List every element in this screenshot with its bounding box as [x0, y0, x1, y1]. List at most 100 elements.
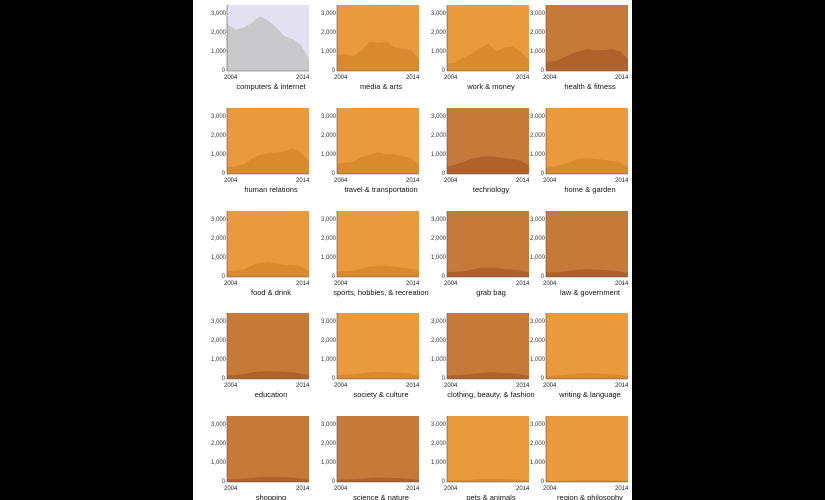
chart-svg [545, 108, 628, 175]
chart-svg [545, 313, 628, 380]
axis-line [336, 313, 419, 380]
chart-svg [446, 416, 529, 483]
y-tick-label: 0 [331, 274, 335, 280]
series-area [227, 371, 309, 379]
chart-society-culture: 3,000 2,000 1,000 0 2004 2014 society & cultur… [321, 313, 423, 405]
x-tick-label-start: 2004 [543, 75, 557, 81]
y-tick-label: 2,000 [321, 236, 337, 243]
panel-title: pets & animals [466, 493, 516, 500]
x-tick-label-start: 2004 [224, 383, 238, 389]
panel-title: health & fitness [564, 82, 616, 91]
axis-line [545, 211, 628, 278]
axis-line [446, 5, 529, 72]
y-tick-label: 3,000 [530, 217, 546, 224]
y-tick-label: 2,000 [530, 338, 546, 345]
y-tick-label: 0 [221, 479, 225, 485]
y-tick-label: 3,000 [211, 114, 227, 121]
panel-title: human relations [244, 185, 298, 194]
y-tick-label: 0 [221, 68, 225, 74]
y-tick-label: 2,000 [321, 441, 337, 448]
x-tick-label-end: 2014 [296, 178, 310, 184]
y-tick-label: 1,000 [211, 255, 227, 262]
y-tick-label: 0 [331, 68, 335, 74]
chart-food-drink: 3,000 2,000 1,000 0 2004 2014 food & drink [211, 211, 313, 303]
x-tick-label-end: 2014 [296, 383, 310, 389]
chart-svg [336, 416, 419, 483]
axis-line [226, 313, 309, 380]
y-tick-label: 0 [540, 274, 544, 280]
y-tick-label: 1,000 [431, 357, 447, 364]
y-tick-label: 1,000 [530, 49, 546, 56]
x-tick-label-start: 2004 [224, 75, 238, 81]
y-tick-label: 1,000 [431, 460, 447, 467]
plot-background [546, 416, 628, 482]
y-tick-label: 0 [441, 274, 445, 280]
panel-title: food & drink [250, 288, 292, 297]
x-tick-label-start: 2004 [543, 281, 557, 287]
chart-health-fitness: 3,000 2,000 1,000 0 2004 2014 health & fitness [530, 5, 632, 97]
y-tick-label: 2,000 [431, 441, 447, 448]
x-tick-label-end: 2014 [406, 178, 420, 184]
small-multiples-panel: 3,000 2,000 1,000 0 2004 2014 computers & inte… [193, 0, 632, 500]
axis-line [336, 108, 419, 175]
series-area [447, 156, 529, 174]
y-tick-label: 2,000 [431, 133, 447, 140]
plot-background [546, 211, 628, 277]
x-tick-label-end: 2014 [406, 281, 420, 287]
x-tick-label-end: 2014 [615, 281, 629, 287]
plot-background [337, 313, 419, 379]
chart-svg [545, 5, 628, 72]
panel-title: shopping [255, 493, 287, 500]
x-tick-label-end: 2014 [516, 75, 530, 81]
panel-title: grab bag [476, 288, 506, 297]
axis-line [545, 313, 628, 380]
x-tick-label-start: 2004 [444, 281, 458, 287]
series-area [546, 157, 628, 174]
x-tick-label-end: 2014 [296, 486, 310, 492]
chart-media-arts: 3,000 2,000 1,000 0 2004 2014 media & arts [321, 5, 423, 97]
y-tick-label: 3,000 [211, 422, 227, 429]
x-tick-label-end: 2014 [406, 75, 420, 81]
axis-line [336, 211, 419, 278]
panel-title: society & culture [353, 390, 409, 399]
x-tick-label-start: 2004 [543, 178, 557, 184]
x-tick-label-end: 2014 [615, 383, 629, 389]
panel-title: home & garden [564, 185, 616, 194]
y-tick-label: 1,000 [321, 357, 337, 364]
axis-line [545, 5, 628, 72]
chart-svg [336, 211, 419, 278]
y-tick-label: 3,000 [431, 217, 447, 224]
y-tick-label: 3,000 [530, 11, 546, 18]
series-area [337, 265, 419, 277]
y-tick-label: 1,000 [321, 152, 337, 159]
axis-line [446, 416, 529, 483]
axis-line [446, 313, 529, 380]
y-tick-label: 1,000 [321, 49, 337, 56]
y-tick-label: 0 [441, 376, 445, 382]
chart-science-nature: 3,000 2,000 1,000 0 2004 2014 science & nature [321, 416, 423, 500]
panel-title: media & arts [359, 82, 403, 91]
axis-line [545, 416, 628, 483]
y-tick-label: 0 [540, 171, 544, 177]
x-tick-label-start: 2004 [543, 486, 557, 492]
chart-clothing-beauty-fashion: 3,000 2,000 1,000 0 2004 2014 clothing, beauty… [431, 313, 535, 405]
x-tick-label-start: 2004 [444, 486, 458, 492]
x-tick-label-start: 2004 [334, 178, 348, 184]
x-tick-label-end: 2014 [296, 281, 310, 287]
chart-svg [545, 416, 628, 483]
y-tick-label: 2,000 [211, 236, 227, 243]
chart-writing-language: 3,000 2,000 1,000 0 2004 2014 writing & langua… [530, 313, 632, 405]
y-tick-label: 1,000 [431, 152, 447, 159]
y-tick-label: 3,000 [431, 114, 447, 121]
y-tick-label: 2,000 [530, 30, 546, 37]
chart-svg [336, 5, 419, 72]
chart-svg [545, 211, 628, 278]
chart-grab-bag: 3,000 2,000 1,000 0 2004 2014 grab bag [431, 211, 533, 303]
y-tick-label: 0 [441, 171, 445, 177]
y-tick-label: 3,000 [530, 114, 546, 121]
y-tick-label: 1,000 [530, 357, 546, 364]
x-tick-label-end: 2014 [406, 486, 420, 492]
y-tick-label: 2,000 [211, 30, 227, 37]
x-tick-label-start: 2004 [334, 75, 348, 81]
x-tick-label-start: 2004 [334, 486, 348, 492]
